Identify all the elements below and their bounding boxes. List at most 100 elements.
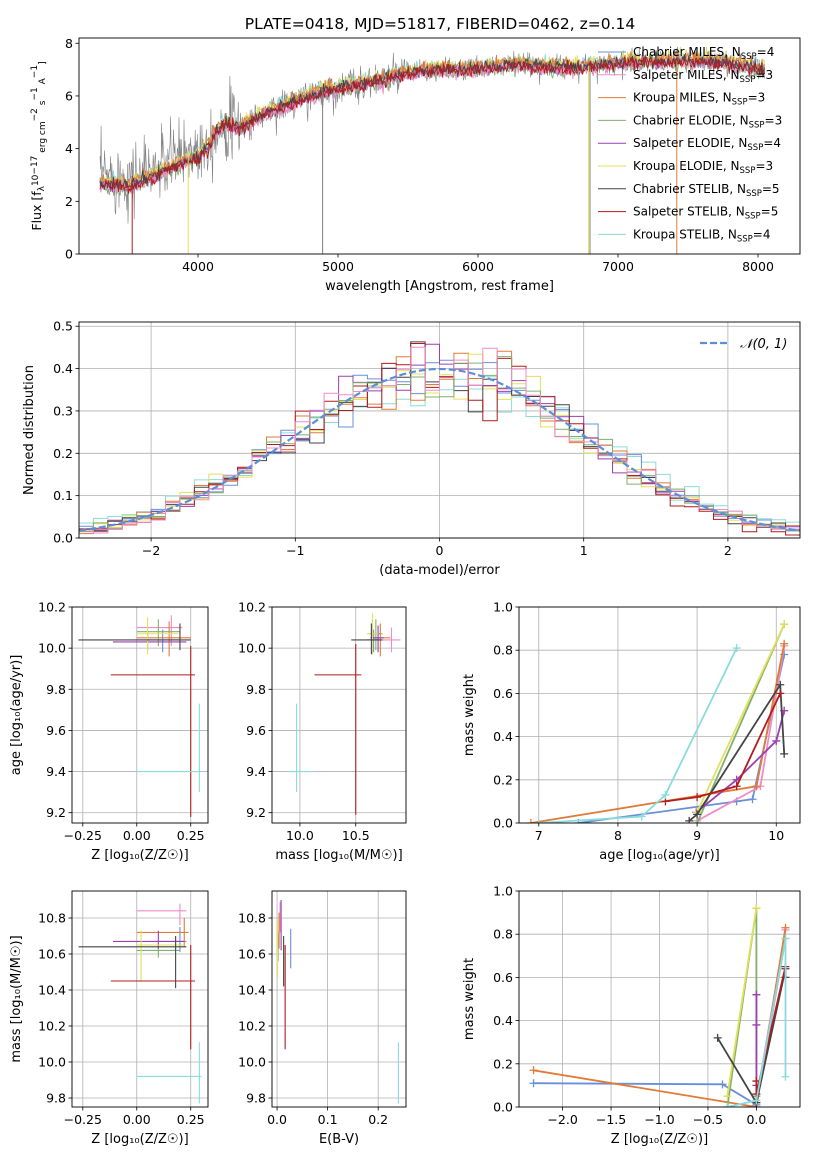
y-tick-label: 2 (65, 194, 73, 209)
axes-frame (271, 890, 407, 1108)
series-marker-kroupa-miles (529, 1066, 538, 1075)
legend-label: Chabrier ELODIE, NSSP=3 (633, 113, 782, 130)
series-marker-salpeter-stelib (776, 689, 785, 698)
errorbar-salpeter-miles (136, 903, 187, 926)
legend-label: Salpeter MILES, NSSP=3 (633, 68, 773, 85)
legend-label-text: Kroupa MILES, N (633, 91, 732, 105)
y-tick-label: 9.8 (246, 1091, 266, 1106)
series-line-chabrier-stelib (688, 681, 786, 822)
normal-curve (79, 367, 800, 532)
panel-spectrum: 4000 5000 6000 7000 8000 0 2 4 6 8 wavelength [Ang… (29, 36, 801, 294)
y-tick-label: 9.2 (46, 805, 66, 820)
errorbar-kroupa-elodie (136, 930, 185, 981)
x-tick-label: −0.5 (693, 1112, 723, 1127)
legend-label-sub: SSP (740, 166, 756, 176)
legend-label: Salpeter STELIB, NSSP=5 (633, 205, 778, 222)
legend-item-salpeter-elodie: Salpeter ELODIE, NSSP=4 (598, 136, 781, 153)
y-tick-label: 9.2 (246, 805, 266, 820)
series-marker-kroupa-elodie (752, 904, 761, 913)
plot-area (529, 904, 790, 1107)
y-tick-label: 0.6 (493, 686, 513, 701)
x-tick-label: 0.0 (746, 1112, 766, 1127)
legend-label: Chabrier STELIB, NSSP=5 (633, 182, 780, 199)
errorbar-salpeter-stelib (110, 646, 196, 817)
legend-label-text: Kroupa ELODIE, N (633, 159, 740, 173)
x-tick-label: 0.00 (123, 828, 151, 843)
y-tick-label: 10.0 (238, 641, 266, 656)
series-line-salpeter-elodie (695, 710, 786, 813)
legend-label-sub: SSP (746, 189, 762, 199)
panels: 4000 5000 6000 7000 8000 0 2 4 6 8 wavelength [Ang… (9, 36, 801, 1147)
series-marker-kroupa-miles (752, 782, 761, 791)
y-tick-label: 0.4 (53, 361, 73, 376)
y-tick-label: 4 (65, 141, 73, 156)
series-marker-kroupa-miles (780, 639, 789, 648)
y-tick-label: 9.6 (246, 723, 266, 738)
series-marker-kroupa-stelib (637, 812, 646, 821)
legend-label-text: Chabrier ELODIE, N (633, 113, 749, 127)
panel-mass_vs_Z: −0.25 0.00 0.25 9.8 10.0 10.2 10.4 10.6 10.8 Z [l… (9, 890, 209, 1147)
axes-frame (271, 606, 407, 824)
y-tick-label: 10.2 (38, 1019, 66, 1034)
series-line-kroupa-stelib (538, 647, 738, 823)
series-marker-kroupa-elodie (780, 620, 789, 629)
series-marker-kroupa-stelib (661, 790, 670, 799)
axes: 7 8 9 10 0.0 0.2 0.4 0.6 0.8 1.0 age [log₁₀(age/yr… (462, 600, 801, 863)
x-tick-label: 0.1 (318, 1112, 338, 1127)
legend-label-sub: SSP (747, 143, 763, 153)
y-axis-label-part: s (38, 100, 48, 108)
y-tick-label: 8 (65, 36, 73, 51)
grid (72, 891, 208, 1107)
y-axis-label-part: 10 (31, 174, 41, 186)
y-tick-label: 9.4 (46, 764, 66, 779)
legend-label-tail: =3 (755, 159, 773, 173)
legend-item-chabrier-miles: Chabrier MILES, NSSP=4 (598, 45, 774, 62)
series-marker-salpeter-elodie (752, 1020, 761, 1029)
legend-label: Kroupa STELIB, NSSP=4 (633, 227, 771, 244)
y-axis-label-part: Flux [f (29, 191, 44, 231)
y-axis-label: mass [log₁₀(M/M☉)] (9, 935, 24, 1062)
y-tick-label: 10.8 (238, 911, 266, 926)
histogram-salpeter-miles (79, 346, 800, 534)
legend-label-text: Salpeter STELIB, N (633, 205, 745, 219)
x-axis-label: mass [log₁₀(M/M☉)] (275, 848, 402, 863)
x-axis-label: (data-model)/error (379, 563, 500, 578)
legend-label-tail: =4 (757, 45, 775, 59)
y-axis-label-part: erg cm (38, 121, 48, 155)
legend-item-salpeter-miles: Salpeter MILES, NSSP=3 (598, 68, 773, 85)
legend-label-sub: SSP (745, 212, 761, 222)
series-marker-chabrier-stelib (713, 1033, 722, 1042)
panel-residual_histogram: −2 −1 0 1 2 0.0 0.1 0.2 0.3 0.4 0.5 (data-model)/er… (22, 319, 801, 578)
series-marker-chabrier-stelib (776, 680, 785, 689)
errorbar-kroupa-miles (136, 621, 191, 657)
series-marker-salpeter-elodie (752, 990, 761, 999)
y-tick-label: 0.0 (493, 1100, 513, 1115)
plot-area (287, 613, 401, 815)
series-marker-kroupa-stelib (723, 1103, 732, 1107)
legend-label: Chabrier MILES, NSSP=4 (633, 45, 774, 62)
y-tick-label: 9.8 (46, 1091, 66, 1106)
grid (519, 606, 800, 824)
legend-label-sub: SSP (740, 75, 756, 85)
x-tick-label: 2 (724, 543, 732, 558)
x-tick-label: 0 (436, 543, 444, 558)
x-axis-label: Z [log₁₀(Z/Z☉)] (91, 848, 188, 863)
x-axis-label: Z [log₁₀(Z/Z☉)] (611, 1132, 708, 1147)
x-tick-label: −2.0 (547, 1112, 577, 1127)
legend-label-tail: =5 (762, 182, 780, 196)
legend-item-chabrier-stelib: Chabrier STELIB, NSSP=5 (598, 182, 780, 199)
axes-frame (78, 37, 801, 255)
axes: −2.0 −1.5 −1.0 −0.5 0.0 0.0 0.2 0.4 0.6 0.8 1.0 Z [… (462, 884, 801, 1147)
x-tick-label: 9 (693, 828, 701, 843)
errorbar-chabrier-stelib (351, 623, 383, 655)
legend-label-sub: SSP (741, 52, 757, 62)
plot-area (78, 903, 202, 1104)
errorbar-salpeter-elodie (372, 625, 384, 653)
legend-label-sub: SSP (737, 234, 753, 244)
legend-label-text: Kroupa STELIB, N (633, 227, 737, 241)
axes: 4000 5000 6000 7000 8000 0 2 4 6 8 wavelength [Ang… (65, 36, 801, 294)
series-line-kroupa-elodie (726, 908, 758, 1097)
plot-area (99, 46, 765, 254)
y-tick-label: 10.4 (38, 983, 66, 998)
